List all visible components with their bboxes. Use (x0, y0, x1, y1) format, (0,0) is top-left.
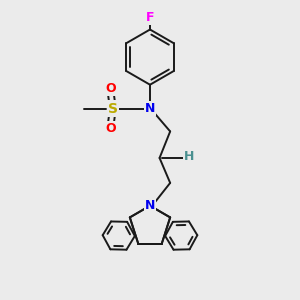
Text: S: S (108, 102, 118, 116)
Text: O: O (105, 122, 116, 135)
Text: F: F (146, 11, 154, 24)
Text: F: F (146, 11, 154, 24)
Text: O: O (105, 82, 116, 95)
Text: N: N (145, 102, 155, 115)
Text: H: H (184, 150, 194, 164)
Text: N: N (145, 199, 155, 212)
Text: N: N (145, 102, 155, 115)
Text: O: O (105, 122, 116, 135)
Text: H: H (184, 150, 194, 164)
Text: S: S (108, 102, 118, 116)
Text: O: O (105, 82, 116, 95)
Text: N: N (145, 199, 155, 212)
